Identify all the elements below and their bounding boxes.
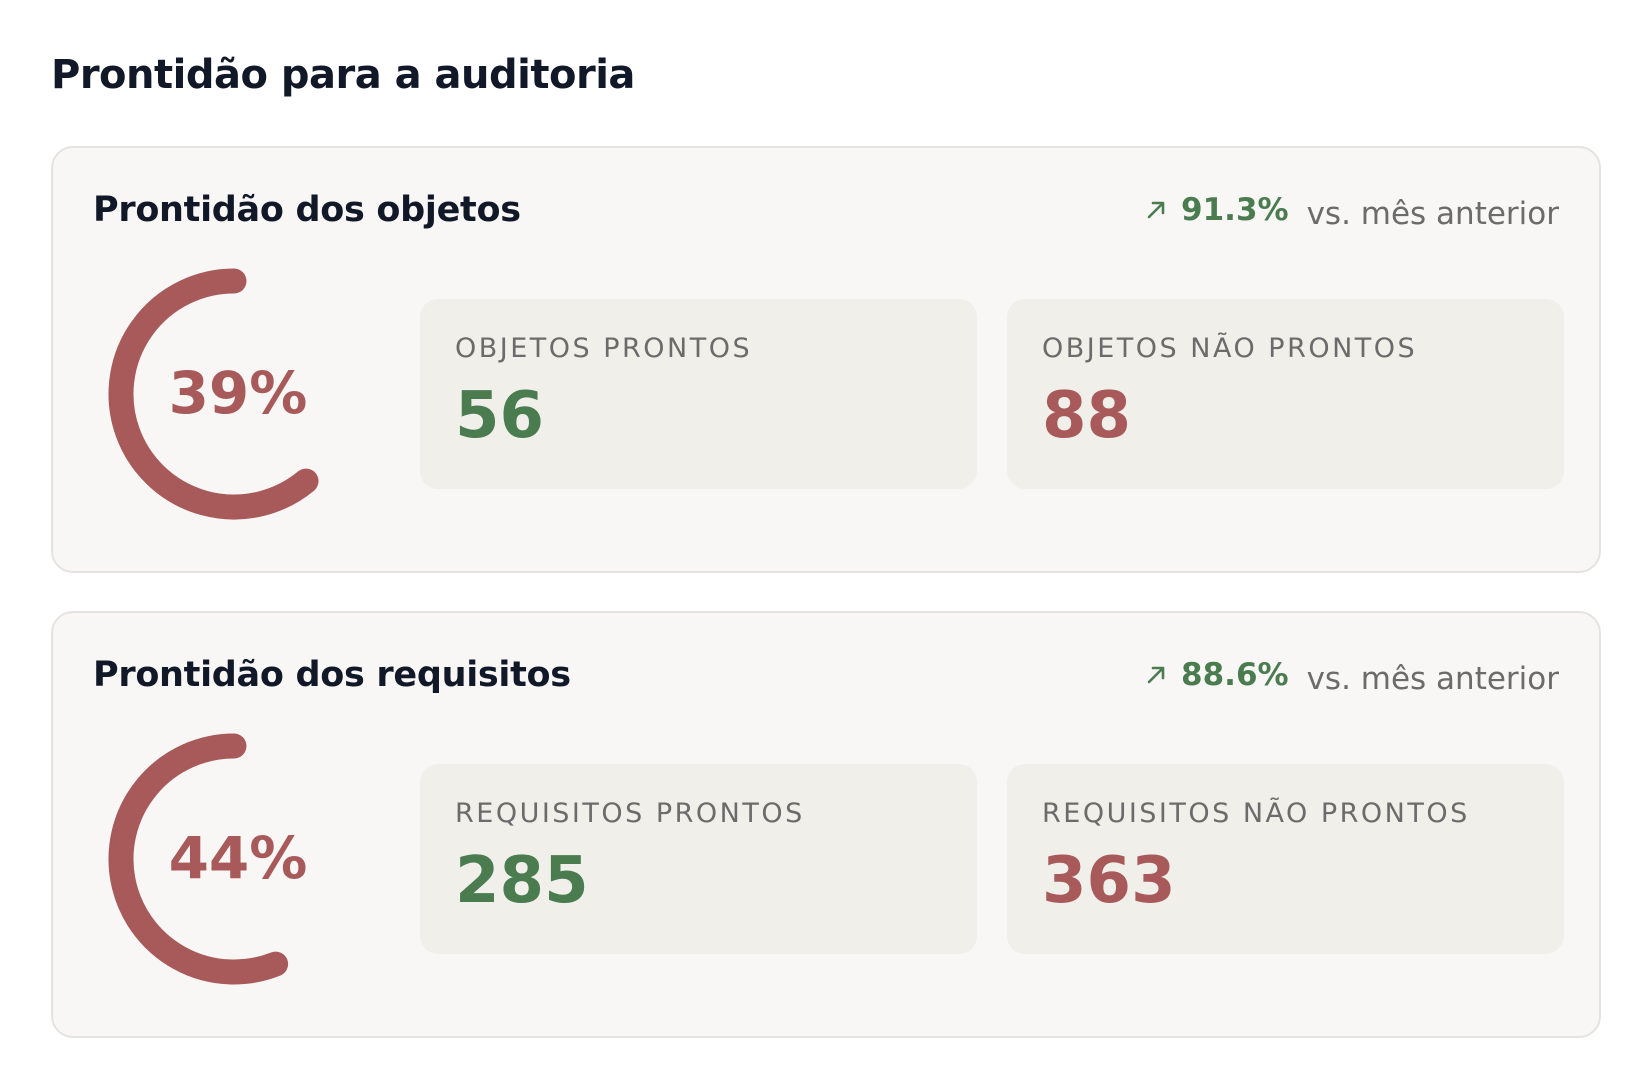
stat-label: REQUISITOS NÃO PRONTOS	[1042, 798, 1470, 829]
gauge-arc	[108, 268, 319, 520]
trend: 91.3% vs. mês anterior	[1145, 192, 1559, 232]
arrow	[1147, 666, 1165, 684]
stat-label: REQUISITOS PRONTOS	[455, 798, 805, 829]
gauge	[108, 268, 319, 520]
stat-label: OBJETOS NÃO PRONTOS	[1042, 333, 1418, 364]
card: Prontidão dos requisitos 88.6% vs. mês ant…	[51, 611, 1601, 1038]
trend-suffix: vs. mês anterior	[1306, 196, 1559, 232]
stat-box: OBJETOS NÃO PRONTOS 88	[1007, 299, 1564, 489]
page-title: Prontidão para a auditoria	[51, 52, 635, 98]
stat-value: 56	[455, 379, 545, 453]
card: Prontidão dos objetos 91.3% vs. mês anteri…	[51, 146, 1601, 573]
stat-label: OBJETOS PRONTOS	[455, 333, 753, 364]
gauge-arc	[108, 733, 289, 985]
arrow	[1147, 201, 1165, 219]
stat-value: 88	[1042, 379, 1132, 453]
stat-value: 285	[455, 844, 589, 918]
card-title: Prontidão dos requisitos	[93, 655, 571, 695]
gauge-label: 44%	[168, 824, 308, 892]
gauge-label: 39%	[168, 359, 308, 427]
trend-suffix: vs. mês anterior	[1306, 661, 1559, 697]
gauge	[108, 733, 289, 985]
stat-box: OBJETOS PRONTOS 56	[420, 299, 977, 489]
trend: 88.6% vs. mês anterior	[1145, 657, 1559, 697]
trend-icon	[1147, 666, 1165, 684]
card-title: Prontidão dos objetos	[93, 190, 521, 230]
trend-value: 88.6%	[1181, 657, 1289, 693]
trend-value: 91.3%	[1181, 192, 1289, 228]
stat-value: 363	[1042, 844, 1176, 918]
trend-icon	[1147, 201, 1165, 219]
stat-box: REQUISITOS PRONTOS 285	[420, 764, 977, 954]
stat-box: REQUISITOS NÃO PRONTOS 363	[1007, 764, 1564, 954]
